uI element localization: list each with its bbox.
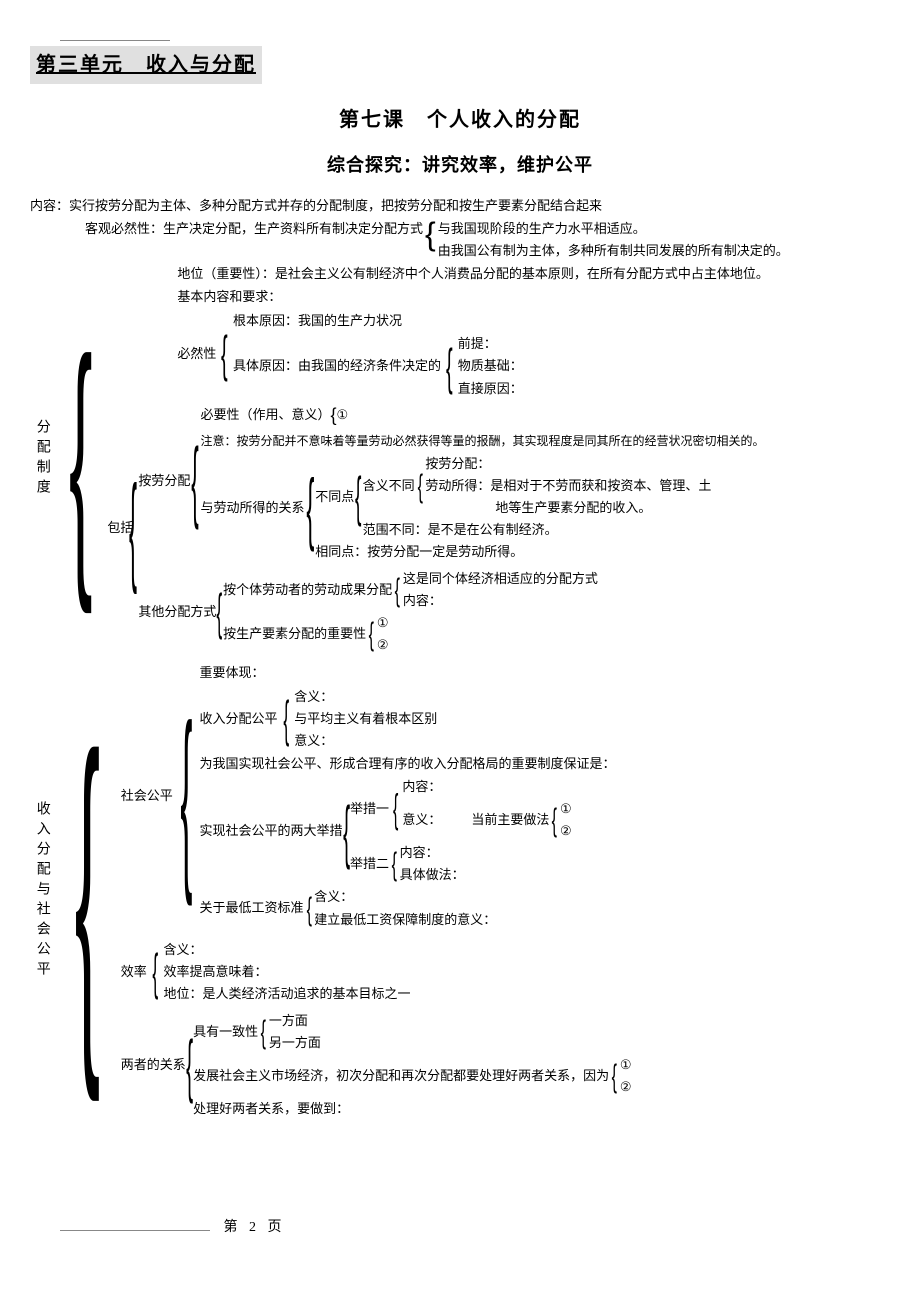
unit-header: 第三单元 收入与分配: [30, 46, 262, 84]
minwage-a: 含义：: [314, 886, 496, 908]
measure1: 举措一: [350, 798, 389, 820]
brace-icon: {: [395, 574, 400, 606]
develop-2: ②: [620, 1076, 632, 1098]
brace-icon: {: [446, 342, 453, 392]
measure2-a: 内容：: [400, 842, 465, 864]
brace-icon: {: [355, 469, 361, 524]
income-fair: 收入分配公平: [200, 708, 278, 730]
brace-icon: {: [192, 436, 200, 526]
laodong-note: 注意：按劳分配并不意味着等量劳动必然获得等量的报酬，其实现程度是同其所在的经营状…: [200, 431, 764, 451]
by-individual-b: 内容：: [403, 590, 598, 612]
current: 当前主要做法: [471, 809, 549, 831]
footer-rule: [60, 1230, 210, 1231]
obj-sub2: 由我国公有制为主体，多种所有制共同发展的所有制决定的。: [438, 240, 789, 262]
by-elements: 按生产要素分配的重要性: [223, 623, 366, 645]
diff-label: 不同点: [315, 486, 354, 508]
important: 重要体现：: [200, 662, 616, 684]
measure2: 举措二: [350, 853, 389, 875]
laodong-label: 按劳分配: [138, 470, 190, 492]
meaning-diff-b: 劳动所得：是相对于不劳而获和按资本、管理、土: [425, 475, 711, 497]
necessity-label: 必然性: [177, 343, 216, 365]
brace-icon: {: [261, 1016, 266, 1048]
current-1: ①: [560, 798, 572, 820]
eff-status: 地位：是人类经济活动追求的基本目标之一: [163, 983, 410, 1005]
laodong-status: 地位（重要性）：是社会主义公有制经济中个人消费品分配的基本原则，在所有分配方式中…: [177, 263, 890, 285]
outline-content: 内容：实行按劳分配为主体、多种分配方式并存的分配制度，把按劳分配和按生产要素分配…: [30, 195, 890, 1121]
section1-label: 分配制度: [30, 419, 54, 499]
page-number: 第 2 页: [224, 1220, 286, 1235]
brace-icon: {: [392, 848, 397, 880]
eff-improve: 效率提高意味着：: [163, 961, 410, 983]
handle: 处理好两者关系，要做到：: [193, 1098, 631, 1120]
obj-necessity: 客观必然性：生产决定分配，生产资料所有制决定分配方式: [85, 218, 423, 240]
meaning-diff-b2: 地等生产要素分配的收入。: [495, 497, 711, 519]
nec-fn: 必要性（作用、意义）: [200, 404, 330, 426]
other-label: 其他分配方式: [138, 601, 216, 623]
lesson-title: 第七课 个人收入的分配: [30, 104, 890, 136]
brace-icon: {: [306, 893, 311, 925]
current-2: ②: [560, 820, 572, 842]
brace-icon: {: [69, 319, 92, 599]
brace-icon: {: [75, 701, 100, 1081]
relation-label: 两者的关系: [121, 1054, 186, 1076]
relation-label: 与劳动所得的关系: [200, 497, 304, 519]
brace-icon: {: [217, 587, 223, 637]
brace-icon: {: [369, 618, 374, 650]
brace-icon: {: [129, 468, 137, 588]
measure1-a: 内容：: [402, 776, 571, 798]
aspect1: 一方面: [269, 1010, 321, 1032]
brace-icon: {: [425, 218, 436, 250]
consistency: 具有一致性: [193, 1021, 258, 1043]
material: 物质基础：: [458, 355, 523, 377]
brace-icon: {: [417, 470, 422, 502]
brace-icon: {: [221, 329, 228, 379]
fair-label: 社会公平: [121, 785, 173, 807]
brace-icon: {: [152, 947, 158, 997]
subtitle: 综合探究：讲究效率，维护公平: [30, 151, 890, 180]
direct: 直接原因：: [458, 378, 523, 400]
section2-label: 收入分配与社会公平: [30, 801, 54, 981]
by-elements-2: ②: [377, 634, 389, 656]
meaning-diff: 含义不同: [363, 475, 415, 497]
institution: 为我国实现社会公平、形成合理有序的收入分配格局的重要制度保证是：: [200, 753, 616, 775]
brace-icon: {: [552, 804, 557, 836]
minwage-b: 建立最低工资保障制度的意义：: [314, 909, 496, 931]
same-label: 相同点：按劳分配一定是劳动所得。: [315, 541, 711, 563]
laodong-basic: 基本内容和要求：: [177, 286, 890, 308]
concrete-cause: 具体原因：由我国的经济条件决定的: [233, 355, 441, 377]
premise: 前提：: [458, 333, 523, 355]
measure2-b: 具体做法：: [400, 864, 465, 886]
develop-1: ①: [620, 1054, 632, 1076]
by-individual-a: 这是同个体经济相适应的分配方式: [403, 568, 598, 590]
by-elements-1: ①: [377, 612, 389, 634]
develop: 发展社会主义市场经济，初次分配和再次分配都要处理好两者关系，因为: [193, 1065, 609, 1087]
root-cause: 根本原因：我国的生产力状况: [233, 310, 523, 332]
income-fair-b: 与平均主义有着根本区别: [294, 708, 437, 730]
nec-fn-1: ①: [337, 404, 349, 426]
eff-meaning: 含义：: [163, 939, 410, 961]
brace-icon: {: [186, 1030, 193, 1100]
scope-diff: 范围不同：是不是在公有制经济。: [363, 519, 712, 541]
obj-sub1: 与我国现阶段的生产力水平相适应。: [438, 218, 789, 240]
minwage: 关于最低工资标准: [200, 897, 304, 919]
brace-icon: {: [306, 468, 314, 548]
measure1-b: 意义：: [402, 809, 441, 831]
meaning-diff-a: 按劳分配：: [425, 453, 711, 475]
aspect2: 另一方面: [269, 1032, 321, 1054]
content-line: 内容：实行按劳分配为主体、多种分配方式并存的分配制度，把按劳分配和按生产要素分配…: [30, 195, 890, 217]
brace-icon: {: [343, 796, 350, 866]
brace-icon: {: [283, 694, 289, 744]
header-rule: [60, 40, 170, 41]
brace-icon: {: [393, 789, 398, 829]
income-fair-a: 含义：: [294, 686, 437, 708]
brace-icon: {: [180, 696, 192, 896]
measures: 实现社会公平的两大举措: [200, 820, 343, 842]
brace-icon: {: [612, 1060, 617, 1092]
income-fair-c: 意义：: [294, 730, 437, 752]
by-individual: 按个体劳动者的劳动成果分配: [223, 579, 392, 601]
efficiency-label: 效率: [121, 961, 147, 983]
